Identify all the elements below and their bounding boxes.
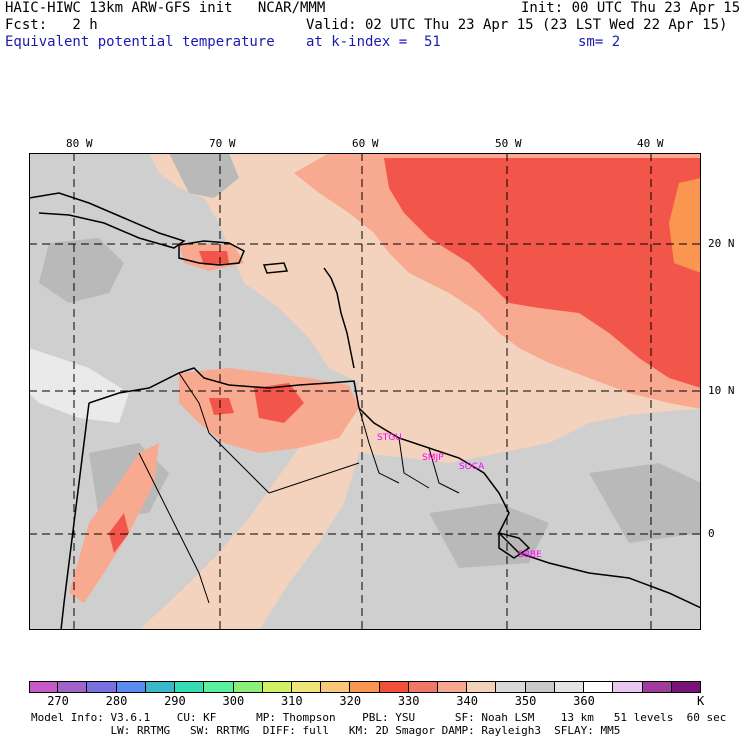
colorbar-cell xyxy=(262,681,292,693)
init-time: Init: 00 UTC Thu 23 Apr 15 xyxy=(521,0,740,16)
colorbar-tick-label: 280 xyxy=(105,694,128,708)
grid-lines xyxy=(29,153,701,630)
colorbar xyxy=(29,681,701,693)
colorbar-cell xyxy=(584,681,614,693)
colorbar-cell xyxy=(233,681,263,693)
station-stgu: STGU xyxy=(377,433,402,443)
coast-lesser-antilles xyxy=(323,267,355,369)
colorbar-tick-label: 290 xyxy=(164,694,186,708)
colorbar-cell xyxy=(145,681,176,693)
field-grey-patch-1 xyxy=(169,153,239,198)
colorbar-cell xyxy=(58,681,88,693)
colorbar-cell xyxy=(175,681,205,693)
field-name: Equivalent potential temperature xyxy=(5,34,275,50)
colorbar-cell xyxy=(379,681,409,693)
field-white-patch xyxy=(29,348,129,423)
colorbar-cell xyxy=(554,681,585,693)
colorbar-tick-label: 300 xyxy=(222,694,245,708)
colorbar-cell xyxy=(408,681,439,693)
lon-label-40w: 40 W xyxy=(637,137,664,150)
lat-label-0: 0 xyxy=(708,527,715,540)
station-soca: SOCA xyxy=(459,462,485,472)
border-venezuela-brazil xyxy=(268,462,360,494)
field-hot-atlantic xyxy=(384,158,701,388)
coast-cuba xyxy=(29,192,186,249)
colorbar-tick-label: 330 xyxy=(397,694,420,708)
colorbar-cell xyxy=(525,681,555,693)
map-panel: STGU SMJP SOCA SBBE xyxy=(29,153,701,630)
model-info-line1: Model Info: V3.6.1 CU: KF MP: Thompson P… xyxy=(31,711,727,724)
colorbar-cell xyxy=(116,681,146,693)
colorbar-cell xyxy=(496,681,526,693)
map-canvas: STGU SMJP SOCA SBBE xyxy=(29,153,701,630)
field-warm-andes xyxy=(69,443,159,603)
coast-hispaniola xyxy=(178,240,245,266)
lon-label-80w: 80 W xyxy=(66,137,93,150)
border-andes xyxy=(138,452,210,604)
model-info-line2: LW: RRTMG SW: RRTMG DIFF: full KM: 2D Sm… xyxy=(31,724,621,737)
border-suriname xyxy=(398,437,430,489)
field-orange-east xyxy=(669,178,701,273)
field-grey-patch-5 xyxy=(589,463,701,543)
field-hot-andes xyxy=(109,513,129,553)
colorbar-cell xyxy=(29,681,59,693)
coastlines xyxy=(29,192,701,630)
smoothing-info: sm= 2 xyxy=(578,34,621,50)
coast-puerto-rico xyxy=(262,262,289,274)
colorbar-tick-label: 340 xyxy=(456,694,478,708)
colorbar-cell xyxy=(642,681,672,693)
colorbar-tick-label: 310 xyxy=(280,694,303,708)
colorbar-cell xyxy=(87,681,117,693)
colorbar-cell xyxy=(291,681,322,693)
station-smjp: SMJP xyxy=(422,453,444,463)
valid-time: Valid: 02 UTC Thu 23 Apr 15 (23 LST Wed … xyxy=(306,17,728,33)
borders xyxy=(138,372,460,604)
field-hot-venezuela-1 xyxy=(254,383,304,423)
colorbar-tick-label: 360 xyxy=(573,694,595,708)
lat-label-20n: 20 N xyxy=(708,237,735,250)
field-hot-hispaniola xyxy=(199,251,229,265)
colorbar-tick-label: 350 xyxy=(514,694,537,708)
border-guyana xyxy=(358,407,400,484)
field-hot-venezuela-2 xyxy=(209,398,234,415)
map-frame xyxy=(29,153,701,630)
lat-label-10n: 10 N xyxy=(708,384,735,397)
colorbar-cell xyxy=(671,681,701,693)
field-grey-patch-4 xyxy=(429,503,549,568)
colorbar-cell xyxy=(204,681,234,693)
colorbar-unit: K xyxy=(697,694,705,708)
coast-amazon-delta xyxy=(498,532,531,559)
border-french-guiana xyxy=(428,447,460,494)
level-info: at k-index = 51 xyxy=(306,34,441,50)
forecast-hour: Fcst: 2 h xyxy=(5,17,98,33)
field-grey-patch-2 xyxy=(39,238,124,303)
coast-south-america xyxy=(88,367,701,609)
lon-label-60w: 60 W xyxy=(352,137,379,150)
colorbar-cell xyxy=(321,681,351,693)
colorbar-cell xyxy=(438,681,468,693)
station-sbbe: SBBE xyxy=(518,550,542,560)
colorbar-tick-label: 270 xyxy=(47,694,69,708)
colorbar-tick-label: 320 xyxy=(339,694,362,708)
lon-label-70w: 70 W xyxy=(209,137,236,150)
colorbar-cell xyxy=(467,681,497,693)
colorbar-cell xyxy=(350,681,380,693)
border-colombia-venezuela xyxy=(178,372,270,494)
lon-label-50w: 50 W xyxy=(495,137,522,150)
colorbar-cell xyxy=(613,681,643,693)
model-title: HAIC-HIWC 13km ARW-GFS init NCAR/MMM xyxy=(5,0,326,16)
